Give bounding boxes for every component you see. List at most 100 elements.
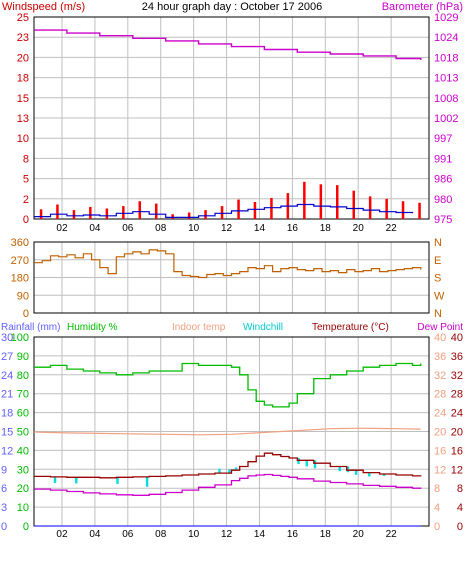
x-tick-label: 18 (320, 529, 332, 540)
direction-tick-label: 90 (17, 290, 29, 302)
wind-gust-bar (237, 199, 240, 219)
wind-gust-bar (220, 206, 224, 219)
x-tick-label: 02 (56, 223, 68, 234)
indoor-temp-tick-label: 8 (434, 483, 440, 495)
barometer-tick-label: 1013 (434, 73, 458, 85)
x-tick-label: 04 (89, 223, 101, 234)
panel3-x-tick-labels: 02 04 06 08 10 12 14 16 18 20 22 (56, 529, 397, 540)
x-tick-label: 06 (122, 223, 134, 234)
windspeed-tick-label: 20 (17, 52, 29, 64)
x-tick-label: 10 (188, 529, 200, 540)
x-tick-label: 20 (353, 223, 365, 234)
wind-gust-bar (39, 209, 43, 219)
humidity-line (34, 362, 422, 408)
wind-gust-bar (368, 196, 372, 219)
windchill-mark (382, 474, 386, 476)
wind-gust-bar (89, 206, 92, 219)
indoor-temp-tick-label: 28 (434, 389, 446, 401)
temperature-tick-label: 0 (457, 521, 463, 533)
direction-tick-label: 360 (11, 237, 29, 249)
windspeed-tick-label: 0 (23, 214, 29, 226)
humidity-tick-label: 80 (17, 370, 29, 382)
windchill-marks (53, 458, 386, 487)
temperature-tick-label: 24 (451, 408, 463, 420)
barometer-tick-label: 1018 (434, 52, 458, 64)
panel3-tick-labels: 0 0 0 0 3 10 4 4 6 20 8 8 9 30 12 12 12 40 16 16 15 50 20 20 18 6… (1, 332, 463, 533)
windchill-mark (228, 469, 231, 474)
humidity-tick-label: 0 (23, 521, 29, 533)
windchill-mark (234, 467, 238, 471)
legend-dew-point: Dew Point (417, 322, 463, 333)
barometer-tick-label: 1024 (434, 32, 458, 44)
wind-gust-bar (187, 212, 191, 219)
indoor-temp-tick-label: 12 (434, 464, 446, 476)
temperature-tick-label: 32 (451, 370, 463, 382)
compass-tick-label: N (434, 237, 442, 249)
barometer-tick-label: 991 (434, 153, 452, 165)
temperature-tick-label: 16 (451, 445, 463, 457)
windchill-mark (75, 477, 78, 484)
humidity-tick-label: 50 (17, 427, 29, 439)
indoor-temp-line (33, 427, 421, 436)
wind-direction-line (34, 249, 422, 279)
wind-gust-bar (171, 214, 174, 219)
panel1-x-tick-labels: 02 04 06 08 10 12 14 16 18 20 22 (56, 223, 397, 234)
temperature-tick-label: 4 (457, 502, 463, 514)
x-tick-label: 14 (254, 223, 266, 234)
windchill-mark (368, 472, 371, 477)
wind-gust-bar (72, 210, 76, 219)
windspeed-tick-label: 25 (17, 12, 29, 24)
wind-gust-bar (303, 181, 306, 219)
windspeed-tick-label: 23 (17, 32, 29, 44)
x-tick-label: 16 (287, 223, 299, 234)
humidity-tick-label: 70 (17, 389, 29, 401)
rainfall-tick-label: 0 (1, 521, 7, 533)
indoor-temp-tick-label: 16 (434, 445, 446, 457)
barometer-line (34, 29, 422, 60)
x-tick-label: 18 (320, 223, 332, 234)
wind-gust-bar (138, 201, 141, 219)
direction-degree-tick-labels: 0 90 180 270 360 (11, 237, 29, 320)
barometer-tick-label: 975 (434, 214, 452, 226)
compass-tick-label: E (434, 255, 441, 267)
humidity-tick-label: 20 (17, 483, 29, 495)
temperature-tick-label: 36 (451, 351, 463, 363)
wind-gust-bar (204, 210, 207, 219)
windchill-mark (354, 470, 358, 475)
x-tick-label: 08 (155, 223, 167, 234)
windspeed-axis-label: Windspeed (m/s) (2, 1, 85, 13)
legend-humidity: Humidity % (67, 322, 118, 333)
wind-gust-bar (105, 208, 109, 219)
legend-rainfall: Rainfall (mm) (1, 322, 60, 333)
barometer-tick-label: 980 (434, 194, 452, 206)
humidity-tick-label: 60 (17, 408, 29, 420)
barometer-tick-label: 1029 (434, 12, 458, 24)
x-tick-label: 12 (221, 223, 233, 234)
rainfall-tick-label: 27 (1, 351, 13, 363)
temperature-tick-label: 12 (451, 464, 463, 476)
average-wind-line (34, 203, 414, 218)
x-tick-label: 16 (287, 529, 299, 540)
windchill-mark (145, 476, 149, 487)
humidity-tick-label: 100 (11, 332, 29, 344)
windspeed-tick-label: 8 (23, 153, 29, 165)
temperature-tick-label: 28 (451, 389, 463, 401)
rainfall-tick-label: 21 (1, 389, 13, 401)
wind-gust-bar (336, 185, 339, 219)
panel2-frame (33, 241, 430, 314)
windchill-mark (313, 460, 317, 469)
panel1-frame (33, 16, 430, 220)
temperature-tick-label: 20 (451, 427, 463, 439)
direction-tick-label: 180 (11, 273, 29, 285)
temperature-tick-label: 40 (451, 332, 463, 344)
indoor-temp-tick-label: 24 (434, 408, 446, 420)
x-tick-label: 04 (89, 529, 101, 540)
x-tick-label: 02 (56, 529, 68, 540)
windspeed-tick-label: 18 (17, 73, 29, 85)
wind-gust-bar (352, 190, 355, 219)
x-tick-label: 22 (386, 529, 398, 540)
windchill-mark (218, 468, 221, 474)
x-tick-label: 14 (254, 529, 266, 540)
